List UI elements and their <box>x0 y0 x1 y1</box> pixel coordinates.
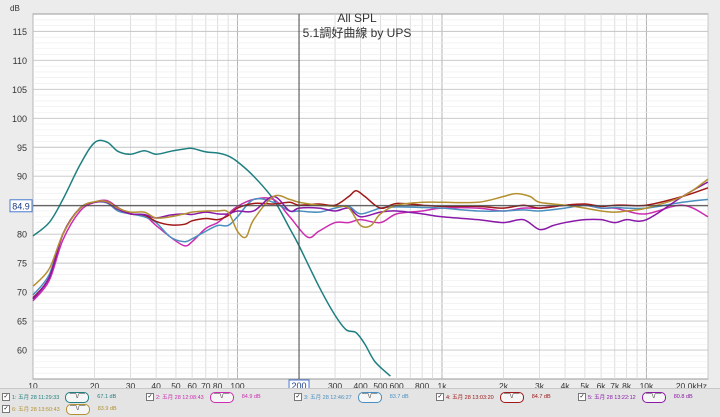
x-tick-label: 40 <box>151 381 161 391</box>
legend-level: 80.8 dB <box>673 394 693 400</box>
plot-background <box>32 13 709 380</box>
legend-color-button[interactable]: ⎺\/⎺ <box>641 391 666 403</box>
x-tick-label: 600 <box>390 381 404 391</box>
legend-checkbox[interactable]: ✓ <box>146 393 154 401</box>
y-tick-label: 105 <box>12 85 27 95</box>
legend-series-name: 5: 五月 28 13:22:12 <box>588 395 636 401</box>
series-group <box>32 139 709 377</box>
x-tick-label: 80 <box>213 381 223 391</box>
x-tick-label: 5k <box>580 381 590 391</box>
y-tick-label: 100 <box>12 114 27 124</box>
legend-checkbox[interactable]: ✓ <box>294 393 302 401</box>
y-tick-label: 115 <box>13 27 27 37</box>
y-tick-label: 90 <box>17 172 27 182</box>
y-tick-label: 110 <box>13 56 27 66</box>
legend-series-name: 2: 五月 28 12:08:43 <box>156 395 204 401</box>
x-tick-label: 6k <box>597 381 607 391</box>
legend-item-5[interactable]: ✓ 5: 五月 28 13:22:12 ⎺\/⎺ 80.8 dB <box>578 391 693 403</box>
legend-level: 84.7 dB <box>531 394 551 400</box>
chart-svg: 6065707580859095100105110115102030405060… <box>9 4 709 392</box>
reference-level-box <box>9 199 33 213</box>
y-tick-label: 60 <box>17 346 27 356</box>
x-tick-label: 2k <box>499 381 509 391</box>
x-tick-label: 1k <box>437 381 447 391</box>
x-tick-label: 7k <box>610 381 620 391</box>
y-tick-label: 65 <box>17 317 27 327</box>
x-tick-label: 8k <box>622 381 632 391</box>
x-tick-label: 3k <box>535 381 545 391</box>
x-tick-label: 10k <box>640 381 654 391</box>
legend-series-name: 6: 五月 28 13:50:43 <box>12 407 60 413</box>
y-tick-label: 70 <box>17 288 27 298</box>
y-axis-label: dB <box>10 4 20 13</box>
reference-level-label: 84.9 <box>12 201 30 211</box>
series-line-1 <box>32 139 391 377</box>
series-line-6 <box>32 178 709 287</box>
x-tick-label: 60 <box>187 381 197 391</box>
x-tick-label: 20 <box>90 381 100 391</box>
chart-title: All SPL <box>337 11 377 25</box>
x-tick-label: 4k <box>561 381 571 391</box>
legend-series-name: 3: 五月 28 12:46:27 <box>304 395 352 401</box>
x-tick-label: 70 <box>201 381 211 391</box>
x-tick-label: 30 <box>126 381 136 391</box>
legend-item-1[interactable]: ✓ 1: 五月 28 11:29:33 ⎺\/⎺ 67.1 dB <box>2 391 116 403</box>
legend-series-name: 1: 五月 28 11:29:33 <box>12 395 60 401</box>
legend-item-4[interactable]: ✓ 4: 五月 28 13:03:20 ⎺\/⎺ 84.7 dB <box>436 391 551 403</box>
legend-color-button[interactable]: ⎺\/⎺ <box>499 391 524 403</box>
legend-item-3[interactable]: ✓ 3: 五月 28 12:46:27 ⎺\/⎺ 83.7 dB <box>294 391 409 403</box>
legend-level: 84.9 dB <box>241 394 261 400</box>
legend-checkbox[interactable]: ✓ <box>2 405 10 413</box>
legend-checkbox[interactable]: ✓ <box>436 393 444 401</box>
legend: ✓ 1: 五月 28 11:29:33 ⎺\/⎺ 67.1 dB ✓ 2: 五月 28 1… <box>0 388 720 417</box>
legend-level: 67.1 dB <box>97 394 117 400</box>
legend-color-button[interactable]: ⎺\/⎺ <box>209 391 234 403</box>
cursor-label: 200 <box>292 381 307 391</box>
series-line-5 <box>32 181 709 300</box>
legend-checkbox[interactable]: ✓ <box>578 393 586 401</box>
x-tick-label: 10 <box>28 381 38 391</box>
overlays: 84.9 200 <box>9 14 708 392</box>
y-tick-label: 95 <box>17 143 27 153</box>
legend-level: 83.7 dB <box>389 394 409 400</box>
x-tick-label: 800 <box>415 381 429 391</box>
x-tick-label: 400 <box>353 381 367 391</box>
y-tick-label: 75 <box>17 259 27 269</box>
spl-chart[interactable]: 6065707580859095100105110115102030405060… <box>0 0 720 394</box>
x-tick-label: 50 <box>171 381 181 391</box>
x-tick-label: 300 <box>328 381 342 391</box>
chart-subtitle: 5.1調好曲線 by UPS <box>303 25 412 40</box>
x-tick-label: 20.0kHz <box>676 381 707 391</box>
legend-color-button[interactable]: ⎺\/⎺ <box>65 391 90 403</box>
legend-color-button[interactable]: ⎺\/⎺ <box>65 403 90 415</box>
x-tick-label: 100 <box>230 381 244 391</box>
legend-item-6[interactable]: ✓ 6: 五月 28 13:50:43 ⎺\/⎺ 83.9 dB <box>2 403 117 415</box>
legend-item-2[interactable]: ✓ 2: 五月 28 12:08:43 ⎺\/⎺ 84.9 dB <box>146 391 261 403</box>
y-tick-label: 80 <box>17 230 27 240</box>
axes: 6065707580859095100105110115102030405060… <box>12 27 707 391</box>
legend-checkbox[interactable]: ✓ <box>2 393 10 401</box>
legend-level: 83.9 dB <box>97 406 117 412</box>
x-tick-label: 500 <box>373 381 387 391</box>
legend-color-button[interactable]: ⎺\/⎺ <box>357 391 382 403</box>
legend-series-name: 4: 五月 28 13:03:20 <box>446 395 494 401</box>
